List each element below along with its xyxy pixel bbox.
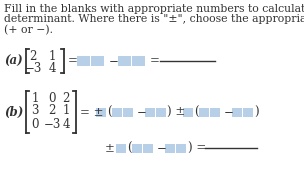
Text: −: − [137,106,147,119]
Bar [210,107,220,116]
Bar [112,107,122,116]
Bar [145,107,155,116]
Text: ) ±: ) ± [167,106,185,119]
Bar [243,107,253,116]
Text: ±: ± [105,142,115,154]
Text: (b): (b) [4,106,23,119]
Bar [123,107,133,116]
Text: (a): (a) [4,54,22,67]
Text: 4: 4 [62,117,70,130]
Bar [91,56,104,66]
Bar [143,143,153,153]
Text: determinant. Where there is "±", choose the appropriate sign: determinant. Where there is "±", choose … [4,15,304,25]
Text: 2: 2 [62,93,70,106]
Text: =: = [68,54,78,67]
Bar [156,107,166,116]
Text: −: − [109,54,119,67]
Text: 2: 2 [29,51,37,63]
Bar [77,56,90,66]
Text: =: = [150,54,160,67]
Text: 1: 1 [48,51,56,63]
Bar [199,107,209,116]
Bar [132,143,142,153]
Text: −3: −3 [43,117,61,130]
Bar [165,143,175,153]
Text: (+ or −).: (+ or −). [4,25,53,35]
Bar [183,107,193,116]
Text: 0: 0 [48,93,56,106]
Text: = ±: = ± [80,106,103,119]
Text: 0: 0 [31,117,39,130]
Text: −: − [224,106,234,119]
Bar [116,143,126,153]
Text: 1: 1 [62,104,70,117]
Bar [232,107,242,116]
Text: ): ) [254,106,259,119]
Text: 3: 3 [31,104,39,117]
Text: (: ( [194,106,199,119]
Bar [176,143,186,153]
Text: −: − [157,142,167,154]
Text: 1: 1 [31,93,39,106]
Text: Fill in the blanks with appropriate numbers to calculate the: Fill in the blanks with appropriate numb… [4,4,304,14]
Bar [132,56,145,66]
Text: (: ( [127,142,132,154]
Bar [96,107,106,116]
Text: 2: 2 [48,104,56,117]
Text: 4: 4 [48,61,56,75]
Bar [118,56,131,66]
Text: (: ( [107,106,112,119]
Text: ) =: ) = [188,142,206,154]
Text: −3: −3 [24,61,42,75]
